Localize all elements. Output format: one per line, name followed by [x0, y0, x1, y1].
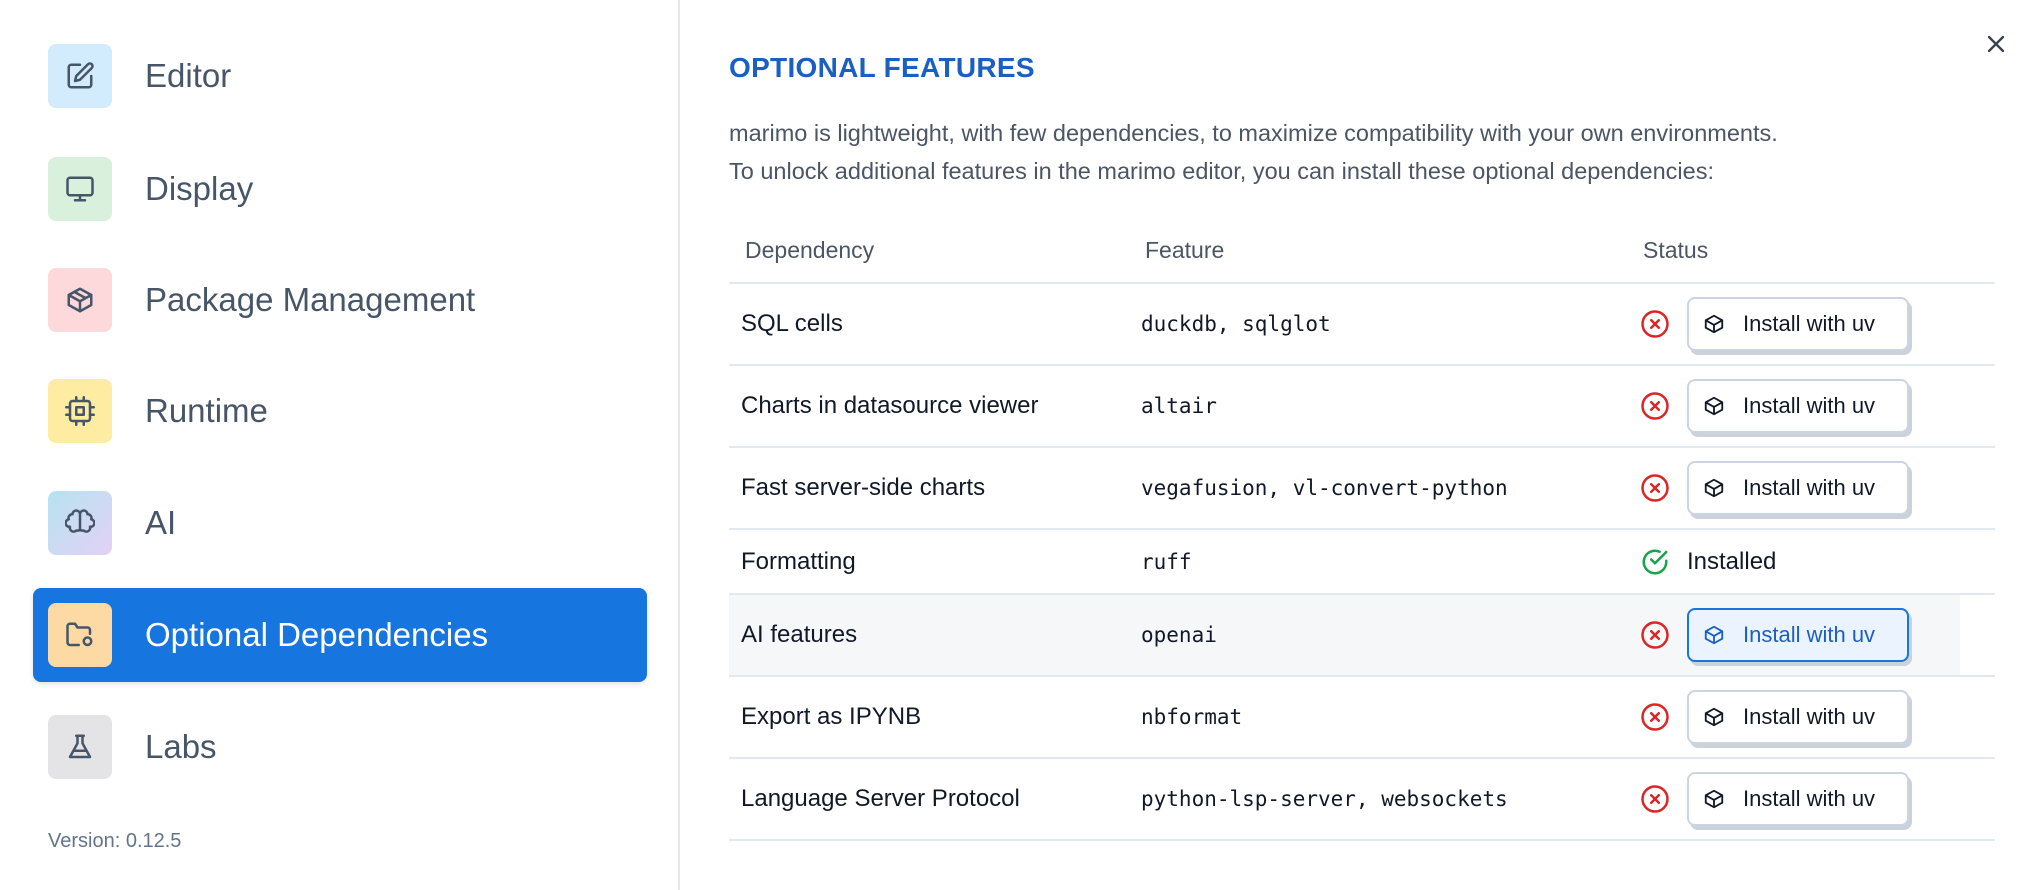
button-label: Install with uv — [1743, 393, 1876, 418]
dependency-cell: Charts in datasource viewer — [741, 392, 1039, 419]
sidebar-item-editor[interactable]: Editor — [33, 29, 647, 123]
install-with-uv-button[interactable]: Install with uv — [1687, 772, 1909, 826]
dependency-cell: Fast server-side charts — [741, 474, 986, 501]
table-row: Fast server-side charts vegafusion, vl-co… — [729, 448, 1995, 530]
page-title: OPTIONAL FEATURES — [729, 52, 1035, 83]
button-label: Install with uv — [1743, 622, 1876, 647]
feature-cell: ruff — [1141, 549, 1192, 574]
x-circle-icon — [1641, 703, 1669, 731]
sidebar-item-ai[interactable]: AI — [33, 476, 647, 570]
sidebar-item-labs[interactable]: Labs — [33, 700, 647, 794]
install-with-uv-button[interactable]: Install with uv — [1687, 608, 1909, 662]
package-icon — [1704, 789, 1724, 809]
sidebar-item-runtime[interactable]: Runtime — [33, 364, 647, 458]
table-row: SQL cells duckdb, sqlglot Install with uv — [729, 284, 1995, 366]
description-line: marimo is lightweight, with few dependen… — [729, 120, 1778, 146]
button-label: Install with uv — [1743, 475, 1876, 500]
x-circle-icon — [1641, 310, 1669, 338]
table-row: Language Server Protocol python-lsp-serve… — [729, 759, 1995, 841]
cpu-icon — [48, 379, 112, 443]
sidebar-item-label: Runtime — [145, 392, 268, 429]
sidebar-item-label: Package Management — [145, 281, 476, 318]
table-row: Export as IPYNB nbformat Install with uv — [729, 677, 1995, 759]
check-circle-icon — [1642, 549, 1668, 574]
install-with-uv-button[interactable]: Install with uv — [1687, 379, 1909, 433]
x-circle-icon — [1641, 392, 1669, 420]
package-icon — [48, 268, 112, 332]
install-with-uv-button[interactable]: Install with uv — [1687, 690, 1909, 744]
feature-cell: openai — [1141, 623, 1217, 647]
feature-cell: altair — [1141, 394, 1217, 418]
button-label: Install with uv — [1743, 704, 1876, 729]
table-row: Charts in datasource viewer altair Install… — [729, 366, 1995, 448]
monitor-icon — [48, 157, 112, 221]
x-circle-icon — [1641, 785, 1669, 813]
column-header-feature: Feature — [1145, 237, 1225, 263]
sidebar-item-label: AI — [145, 504, 177, 541]
package-icon — [1704, 707, 1724, 727]
button-label: Install with uv — [1743, 311, 1876, 336]
flask-icon — [48, 715, 112, 779]
package-icon — [1704, 478, 1724, 498]
package-icon — [1704, 396, 1724, 416]
sidebar-item-package-management[interactable]: Package Management — [33, 253, 647, 347]
folder-cog-icon — [48, 603, 112, 667]
column-header-dependency: Dependency — [745, 237, 875, 263]
sidebar-item-label: Editor — [145, 57, 232, 94]
feature-cell: duckdb, sqlglot — [1141, 312, 1331, 336]
settings-sidebar: Editor Display Package Management Runtim… — [0, 0, 680, 890]
sidebar-item-optional-dependencies[interactable]: Optional Dependencies — [33, 588, 647, 682]
install-with-uv-button[interactable]: Install with uv — [1687, 461, 1909, 515]
column-header-status: Status — [1643, 237, 1709, 263]
dependencies-table: Dependency Feature Status SQL cells duckd… — [729, 225, 1995, 841]
sidebar-item-label: Labs — [145, 728, 217, 765]
sidebar-item-label: Display — [145, 170, 254, 207]
dependency-cell: SQL cells — [741, 310, 843, 337]
dependency-cell: Language Server Protocol — [741, 785, 1020, 812]
table-row: AI features openai Install with uv — [729, 595, 1995, 677]
package-icon — [1704, 625, 1724, 645]
edit-icon — [48, 44, 112, 108]
description: marimo is lightweight, with few dependen… — [729, 114, 1778, 190]
close-icon[interactable] — [1982, 30, 2010, 58]
dependency-cell: Formatting — [741, 547, 856, 575]
x-circle-icon — [1641, 474, 1669, 502]
brain-icon — [48, 491, 112, 555]
installed-label: Installed — [1687, 547, 1777, 575]
description-line: To unlock additional features in the mar… — [729, 158, 1715, 184]
feature-cell: python-lsp-server, websockets — [1141, 787, 1508, 811]
x-circle-icon — [1641, 621, 1669, 649]
dependency-cell: Export as IPYNB — [741, 703, 922, 730]
install-with-uv-button[interactable]: Install with uv — [1687, 297, 1909, 351]
table-row: Formatting ruff Installed — [729, 530, 1995, 595]
table-header: Dependency Feature Status — [729, 225, 1995, 284]
dependency-cell: AI features — [741, 621, 858, 648]
package-icon — [1704, 314, 1724, 334]
button-label: Install with uv — [1743, 786, 1876, 811]
version-label: Version: 0.12.5 — [48, 830, 182, 852]
sidebar-item-display[interactable]: Display — [33, 142, 647, 236]
sidebar-item-label: Optional Dependencies — [145, 616, 489, 653]
feature-cell: nbformat — [1141, 705, 1243, 729]
feature-cell: vegafusion, vl-convert-python — [1141, 476, 1508, 500]
